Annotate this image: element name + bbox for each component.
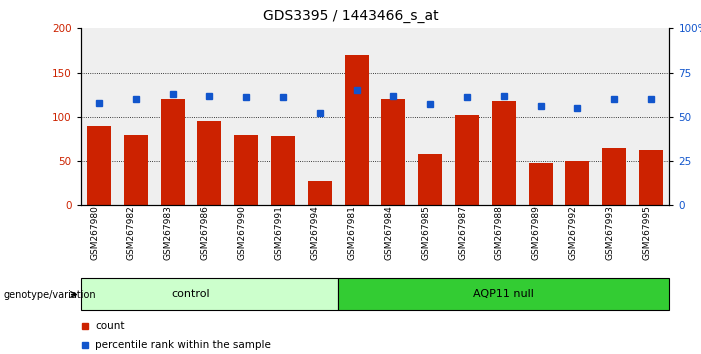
Bar (602, 148, 626, 205)
Bar (228, 28, 265, 205)
Text: GSM267980: GSM267980 (90, 205, 99, 260)
Bar (529, 163, 552, 205)
Text: GSM267981: GSM267981 (348, 205, 357, 260)
Bar (418, 154, 442, 205)
Bar (485, 28, 522, 205)
Bar (124, 135, 148, 205)
Bar (338, 278, 669, 310)
Text: AQP11 null: AQP11 null (473, 289, 534, 299)
Text: GSM267983: GSM267983 (163, 205, 172, 260)
Bar (381, 99, 405, 205)
Text: GDS3395 / 1443466_s_at: GDS3395 / 1443466_s_at (263, 9, 438, 23)
Bar (559, 28, 596, 205)
Text: GSM267990: GSM267990 (237, 205, 246, 260)
Bar (301, 28, 338, 205)
Text: GSM267984: GSM267984 (384, 205, 393, 260)
Bar (449, 28, 485, 205)
Bar (632, 28, 669, 205)
Bar (87, 126, 111, 205)
Bar (154, 28, 191, 205)
Text: GSM267987: GSM267987 (458, 205, 467, 260)
Text: GSM267986: GSM267986 (200, 205, 210, 260)
Text: percentile rank within the sample: percentile rank within the sample (95, 340, 271, 350)
Bar (191, 28, 228, 205)
Bar (412, 28, 449, 205)
Text: GSM267992: GSM267992 (569, 205, 578, 260)
Bar (81, 28, 118, 205)
Bar (338, 28, 375, 205)
Text: count: count (95, 320, 125, 331)
Bar (118, 28, 154, 205)
Bar (81, 278, 338, 310)
Bar (234, 135, 258, 205)
Bar (522, 28, 559, 205)
Bar (161, 99, 184, 205)
Bar (566, 161, 590, 205)
Bar (596, 28, 632, 205)
Text: GSM267989: GSM267989 (531, 205, 540, 260)
Text: GSM267993: GSM267993 (605, 205, 614, 260)
Bar (639, 149, 663, 205)
Bar (492, 101, 516, 205)
Text: GSM267988: GSM267988 (495, 205, 504, 260)
Text: GSM267982: GSM267982 (127, 205, 136, 260)
Text: GSM267985: GSM267985 (421, 205, 430, 260)
Bar (375, 28, 412, 205)
Bar (271, 136, 295, 205)
Text: control: control (172, 289, 210, 299)
Text: GSM267994: GSM267994 (311, 205, 320, 260)
Bar (455, 115, 479, 205)
Bar (198, 121, 222, 205)
Text: genotype/variation: genotype/variation (4, 290, 96, 299)
Bar (308, 181, 332, 205)
Text: GSM267995: GSM267995 (642, 205, 651, 260)
Bar (345, 55, 369, 205)
Text: GSM267991: GSM267991 (274, 205, 283, 260)
Bar (265, 28, 301, 205)
